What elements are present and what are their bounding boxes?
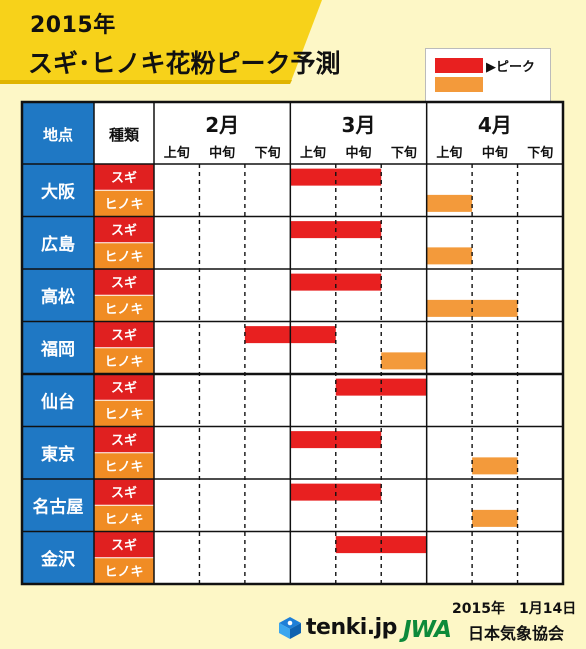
type-label-sugi: スギ bbox=[111, 170, 137, 186]
type-label-hinoki: ヒノキ bbox=[104, 250, 143, 265]
type-cell-hinoki bbox=[94, 400, 154, 427]
header-type-label: 種類 bbox=[109, 126, 140, 144]
type-cell-sugi bbox=[94, 164, 154, 191]
month-label: 4月 bbox=[478, 113, 512, 137]
peak-bar-hinoki bbox=[426, 247, 473, 265]
city-label: 広島 bbox=[41, 234, 75, 255]
type-cell-hinoki bbox=[94, 347, 154, 374]
legend: ▶ピーク bbox=[425, 48, 551, 102]
period-label: 中旬 bbox=[345, 145, 371, 161]
period-label: 上旬 bbox=[300, 145, 326, 161]
type-cell-hinoki bbox=[94, 295, 154, 322]
city-label: 東京 bbox=[41, 444, 75, 465]
peak-bar-hinoki bbox=[381, 352, 427, 370]
peak-bar-sugi bbox=[290, 273, 382, 291]
publish-date: 2015年 1月14日 bbox=[452, 601, 577, 617]
city-cell bbox=[22, 216, 94, 269]
period-label: 中旬 bbox=[209, 145, 235, 161]
peak-bar-sugi bbox=[335, 536, 427, 554]
page-title: スギ･ヒノキ花粉ピーク予測 bbox=[28, 49, 341, 78]
type-cell-hinoki bbox=[94, 242, 154, 269]
city-label: 福岡 bbox=[40, 339, 75, 360]
type-label-hinoki: ヒノキ bbox=[104, 512, 143, 527]
type-label-hinoki: ヒノキ bbox=[104, 355, 143, 370]
city-label: 大阪 bbox=[41, 181, 75, 202]
month-label: 2月 bbox=[205, 113, 239, 137]
legend-label: ▶ピーク bbox=[486, 60, 535, 75]
period-label: 下旬 bbox=[391, 145, 417, 161]
type-cell-sugi bbox=[94, 426, 154, 453]
city-label: 金沢 bbox=[40, 549, 76, 570]
period-label: 上旬 bbox=[436, 145, 462, 161]
city-cell bbox=[22, 479, 94, 532]
type-label-sugi: スギ bbox=[111, 328, 137, 344]
city-cell bbox=[22, 374, 94, 427]
type-label-sugi: スギ bbox=[111, 538, 137, 554]
header-type-cell bbox=[94, 102, 154, 164]
title-year: 2015年 bbox=[30, 13, 116, 38]
period-label: 下旬 bbox=[527, 145, 553, 161]
type-label-hinoki: ヒノキ bbox=[104, 460, 143, 475]
type-label-hinoki: ヒノキ bbox=[104, 197, 143, 212]
peak-bar-hinoki bbox=[472, 509, 518, 527]
type-cell-hinoki bbox=[94, 505, 154, 532]
type-label-sugi: スギ bbox=[111, 275, 137, 291]
legend-sugi-swatch bbox=[435, 58, 483, 73]
city-label: 仙台 bbox=[41, 391, 75, 412]
header-city-cell bbox=[22, 102, 94, 164]
city-cell bbox=[22, 531, 94, 584]
city-cell bbox=[22, 321, 94, 374]
city-cell bbox=[22, 164, 94, 217]
type-label-sugi: スギ bbox=[111, 485, 137, 501]
peak-bar-hinoki bbox=[472, 457, 518, 475]
type-label-hinoki: ヒノキ bbox=[104, 565, 143, 580]
city-cell bbox=[22, 269, 94, 322]
type-label-sugi: スギ bbox=[111, 433, 137, 449]
org-name: 日本気象協会 bbox=[468, 624, 565, 643]
type-label-hinoki: ヒノキ bbox=[104, 407, 143, 422]
tenki-cube-icon bbox=[279, 617, 301, 639]
city-cell bbox=[22, 426, 94, 479]
city-label: 名古屋 bbox=[33, 496, 84, 517]
type-cell-sugi bbox=[94, 479, 154, 506]
type-cell-sugi bbox=[94, 216, 154, 243]
legend-hinoki-swatch bbox=[435, 77, 483, 92]
type-label-hinoki: ヒノキ bbox=[104, 302, 143, 317]
city-label: 高松 bbox=[41, 286, 75, 307]
period-label: 中旬 bbox=[482, 145, 508, 161]
peak-bar-sugi bbox=[290, 168, 382, 186]
peak-bar-sugi bbox=[335, 378, 427, 396]
type-cell-hinoki bbox=[94, 190, 154, 217]
period-label: 下旬 bbox=[255, 145, 281, 161]
type-cell-hinoki bbox=[94, 452, 154, 479]
table-frame bbox=[20, 100, 565, 586]
tenki-brand: tenki.jp bbox=[306, 615, 397, 640]
type-cell-sugi bbox=[94, 269, 154, 296]
type-label-sugi: スギ bbox=[111, 223, 137, 239]
type-label-sugi: スギ bbox=[111, 380, 137, 396]
jwa-logo: JWA bbox=[403, 617, 452, 643]
month-label: 3月 bbox=[342, 113, 376, 137]
period-label: 上旬 bbox=[164, 145, 190, 161]
type-cell-sugi bbox=[94, 374, 154, 401]
type-cell-hinoki bbox=[94, 557, 154, 584]
type-cell-sugi bbox=[94, 531, 154, 558]
peak-bar-hinoki bbox=[426, 194, 473, 212]
title-banner bbox=[0, 0, 322, 84]
header-city-label: 地点 bbox=[43, 126, 73, 144]
type-cell-sugi bbox=[94, 321, 154, 348]
